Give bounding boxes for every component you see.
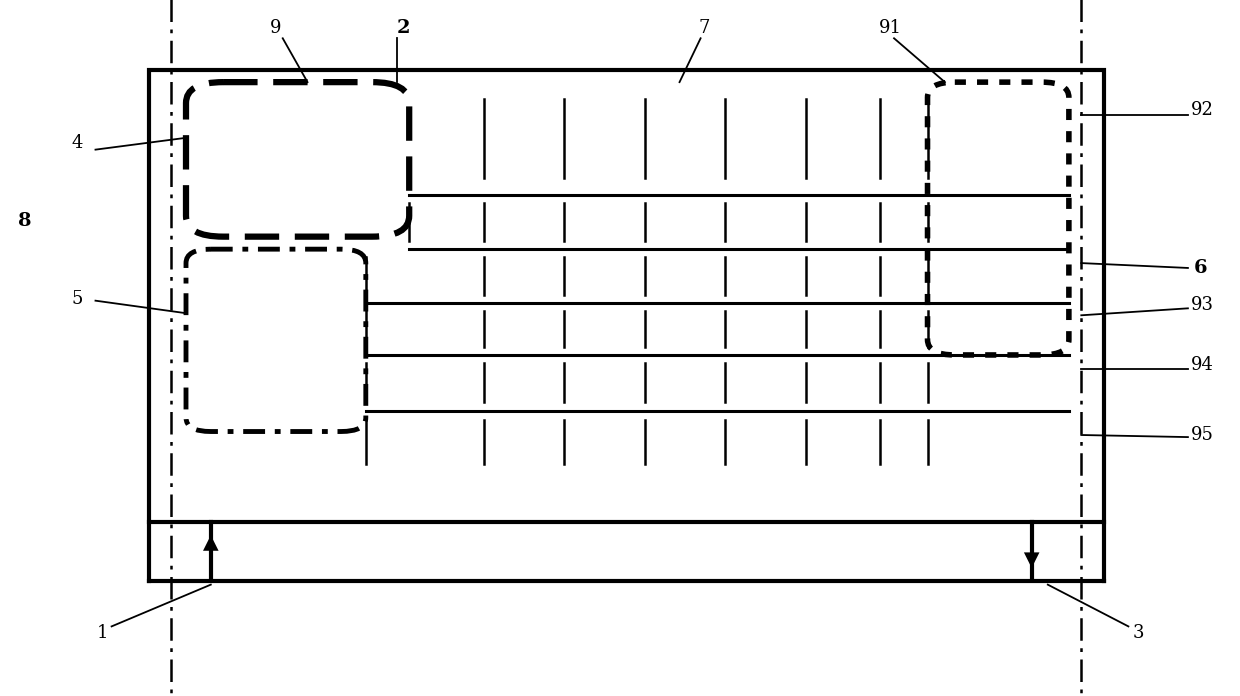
- Text: 93: 93: [1192, 296, 1214, 314]
- Text: 1: 1: [97, 624, 109, 642]
- Text: 94: 94: [1192, 356, 1214, 374]
- Text: 3: 3: [1132, 624, 1145, 642]
- Text: 91: 91: [879, 19, 901, 37]
- Text: 8: 8: [19, 212, 31, 230]
- Text: 92: 92: [1192, 101, 1214, 119]
- Text: 9: 9: [269, 19, 281, 37]
- Text: 7: 7: [698, 19, 711, 37]
- Text: 2: 2: [397, 19, 409, 37]
- Text: 5: 5: [71, 290, 83, 308]
- Text: 95: 95: [1192, 426, 1214, 444]
- Bar: [149, 70, 1104, 522]
- Text: 6: 6: [1194, 259, 1207, 277]
- Text: 4: 4: [71, 134, 83, 152]
